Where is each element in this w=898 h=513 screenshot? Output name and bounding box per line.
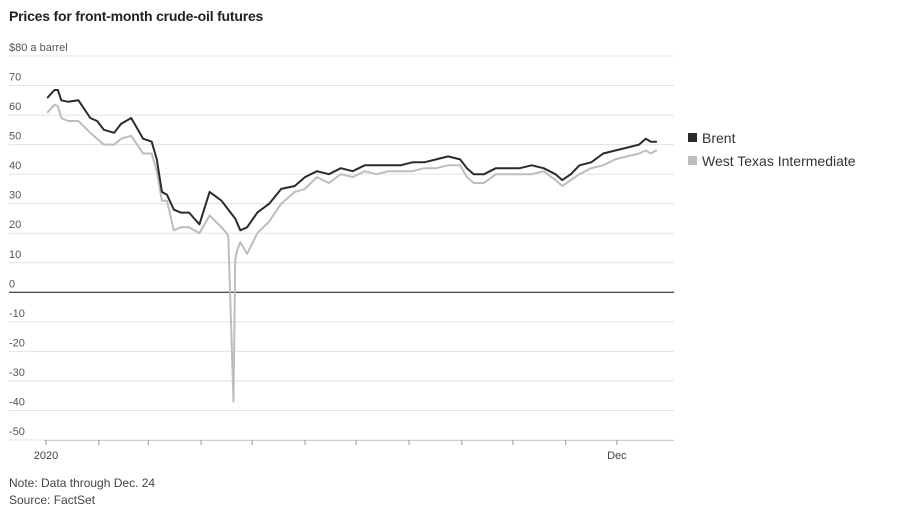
y-tick-label: 0	[9, 278, 15, 290]
x-tick-label: Dec	[607, 450, 627, 462]
y-tick-label: 70	[9, 72, 21, 84]
y-tick-label: -40	[9, 396, 25, 408]
y-tick-label: -30	[9, 367, 25, 379]
series-line-brent	[46, 89, 658, 232]
y-tick-label: 60	[9, 101, 21, 113]
legend-swatch	[688, 156, 697, 165]
y-tick-label: 20	[9, 219, 21, 231]
chart-title: Prices for front-month crude-oil futures	[9, 8, 264, 24]
gridlines	[9, 55, 674, 441]
x-tick-label: 2020	[34, 450, 58, 462]
legend: Brent West Texas Intermediate	[688, 130, 856, 169]
y-tick-label: 30	[9, 190, 21, 202]
y-tick-label: 10	[9, 249, 21, 261]
y-tick-label: -10	[9, 308, 25, 320]
series-line-west-texas-intermediate	[46, 103, 658, 403]
y-tick-label: 50	[9, 131, 21, 143]
chart-source: Source: FactSet	[9, 493, 96, 507]
y-tick-label: 40	[9, 160, 21, 172]
legend-label: Brent	[702, 130, 736, 146]
y-tick-label: -20	[9, 337, 25, 349]
series-lines	[46, 89, 658, 403]
x-axis: 2020 Dec	[34, 440, 674, 462]
chart-note: Note: Data through Dec. 24	[9, 476, 156, 490]
y-tick-label: $80 a barrel	[9, 42, 68, 54]
legend-label: West Texas Intermediate	[702, 153, 856, 169]
y-tick-label: -50	[9, 426, 25, 438]
legend-swatch	[688, 133, 697, 142]
y-axis-tick-labels: $80 a barrel 70 60 50 40 30 20 10 0 -10 -20 -30 -40 -…	[9, 42, 68, 438]
